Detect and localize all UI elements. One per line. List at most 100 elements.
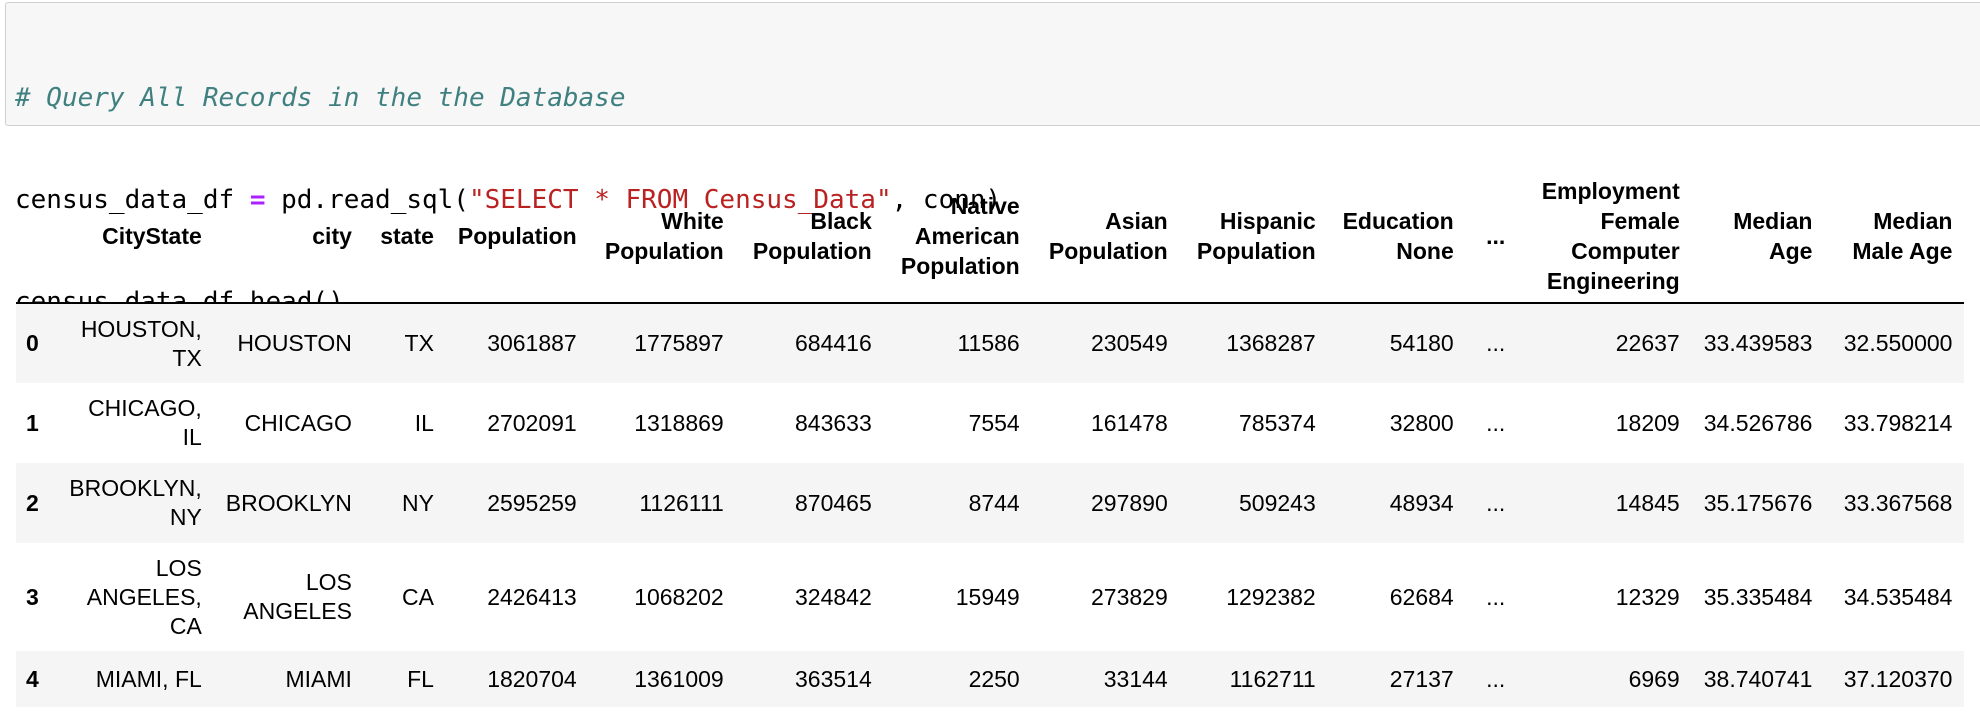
cell-median-age: 38.740741: [1703, 665, 1813, 692]
cell-native-american-population: 15949: [955, 583, 1020, 610]
cell-native-american-population: 7554: [968, 409, 1020, 436]
cell-education-none: 32800: [1389, 409, 1454, 436]
header-index: [16, 170, 51, 304]
cell-city: BROOKLYN: [225, 489, 352, 516]
cell-median-age: 35.335484: [1703, 583, 1813, 610]
header-employment-female-computer-engineering: Employment Female Computer Engineering: [1525, 170, 1692, 304]
cell-black-population: 684416: [794, 330, 872, 356]
cell-hispanic-population: 1368287: [1226, 330, 1316, 356]
header-white-population: White Population: [588, 170, 736, 304]
row-index: 4: [26, 665, 39, 692]
cell-white-population: 1775897: [634, 330, 724, 356]
header-citystate: CityState: [50, 170, 214, 304]
table-row: 1 CHICAGO, IL CHICAGO IL 2702091 1318869…: [16, 383, 1965, 463]
cell-population: 2426413: [487, 583, 577, 610]
header-native-american-population: Native American Population: [883, 170, 1032, 304]
row-index: 2: [26, 489, 39, 516]
cell-education-none: 27137: [1389, 665, 1454, 692]
cell-population: 2595259: [487, 489, 577, 516]
cell-hispanic-population: 509243: [1238, 489, 1316, 516]
cell-hispanic-population: 785374: [1238, 409, 1316, 436]
code-comment: # Query All Records in the the Database: [15, 83, 626, 113]
cell-citystate: BROOKLYN, NY: [69, 475, 202, 530]
cell-employment-female-computer-engineering: 6969: [1628, 665, 1680, 692]
cell-asian-population: 161478: [1090, 409, 1168, 436]
cell-black-population: 870465: [794, 489, 872, 516]
cell-hispanic-population: 1162711: [1229, 665, 1316, 692]
cell-city: CHICAGO: [244, 409, 352, 436]
header-asian-population: Asian Population: [1031, 170, 1180, 304]
cell-employment-female-computer-engineering: 18209: [1615, 409, 1680, 436]
cell-ellipsis: ...: [1486, 330, 1506, 356]
cell-population: 2702091: [487, 409, 577, 436]
cell-asian-population: 230549: [1090, 330, 1168, 356]
row-index: 3: [26, 583, 39, 610]
cell-city: LOS ANGELES: [243, 569, 352, 624]
header-median-male-age: Median Male Age: [1824, 170, 1965, 304]
cell-ellipsis: ...: [1486, 489, 1506, 516]
cell-state: TX: [404, 330, 434, 356]
cell-median-male-age: 33.367568: [1843, 489, 1953, 516]
cell-employment-female-computer-engineering: 22637: [1615, 330, 1680, 356]
cell-education-none: 48934: [1389, 489, 1454, 516]
cell-state: IL: [414, 409, 434, 436]
cell-city: MIAMI: [285, 665, 352, 692]
cell-ellipsis: ...: [1486, 665, 1506, 692]
cell-citystate: CHICAGO, IL: [88, 395, 202, 450]
cell-asian-population: 273829: [1090, 583, 1168, 610]
cell-black-population: 843633: [794, 409, 872, 436]
header-black-population: Black Population: [735, 170, 884, 304]
cell-asian-population: 33144: [1103, 665, 1168, 692]
cell-citystate: LOS ANGELES, CA: [86, 554, 202, 639]
cell-state: FL: [407, 665, 434, 692]
cell-ellipsis: ...: [1486, 583, 1506, 610]
cell-ellipsis: ...: [1486, 409, 1506, 436]
cell-native-american-population: 11586: [957, 330, 1020, 356]
cell-population: 3061887: [487, 330, 577, 356]
header-hispanic-population: Hispanic Population: [1179, 170, 1328, 304]
cell-white-population: 1126111: [639, 489, 724, 516]
cell-white-population: 1068202: [634, 583, 724, 610]
header-median-age: Median Age: [1691, 170, 1825, 304]
cell-hispanic-population: 1292382: [1226, 583, 1316, 610]
cell-median-male-age: 34.535484: [1843, 583, 1953, 610]
cell-employment-female-computer-engineering: 12329: [1615, 583, 1680, 610]
cell-median-age: 34.526786: [1703, 409, 1813, 436]
cell-state: NY: [401, 489, 434, 516]
cell-white-population: 1318869: [634, 409, 724, 436]
cell-city: HOUSTON: [237, 330, 352, 356]
dataframe-table: CityState city state Population White Po…: [16, 170, 1965, 707]
row-index: 1: [26, 409, 39, 436]
cell-citystate: HOUSTON, TX: [80, 315, 202, 371]
cell-median-age: 33.439583: [1703, 330, 1813, 356]
cell-employment-female-computer-engineering: 14845: [1615, 489, 1680, 516]
cell-native-american-population: 2250: [968, 665, 1020, 692]
cell-education-none: 54180: [1389, 330, 1454, 356]
table-row: 4 MIAMI, FL MIAMI FL 1820704 1361009 363…: [16, 651, 1965, 707]
header-city: city: [213, 170, 364, 304]
cell-state: CA: [401, 583, 434, 610]
table-header-row: CityState city state Population White Po…: [16, 170, 1965, 304]
cell-median-male-age: 33.798214: [1843, 409, 1953, 436]
header-population: Population: [445, 170, 589, 304]
row-index: 0: [26, 330, 39, 356]
cell-native-american-population: 8744: [968, 489, 1020, 516]
cell-citystate: MIAMI, FL: [95, 665, 202, 692]
cell-white-population: 1361009: [634, 665, 724, 692]
header-state: state: [363, 170, 446, 304]
cell-output: CityState city state Population White Po…: [16, 170, 1980, 707]
cell-median-age: 35.175676: [1703, 489, 1813, 516]
header-ellipsis: ...: [1465, 170, 1526, 304]
table-row: 2 BROOKLYN, NY BROOKLYN NY 2595259 11261…: [16, 463, 1965, 543]
table-row: 3 LOS ANGELES, CA LOS ANGELES CA 2426413…: [16, 543, 1965, 651]
cell-black-population: 363514: [794, 665, 872, 692]
code-cell-input[interactable]: # Query All Records in the the Database …: [5, 2, 1980, 317]
code-line-1: # Query All Records in the the Database: [15, 81, 1980, 115]
cell-median-male-age: 37.120370: [1843, 665, 1953, 692]
cell-asian-population: 297890: [1090, 489, 1168, 516]
cell-median-male-age: 32.550000: [1843, 330, 1953, 356]
cell-education-none: 62684: [1389, 583, 1454, 610]
header-education-none: Education None: [1327, 170, 1466, 304]
cell-population: 1820704: [487, 665, 577, 692]
